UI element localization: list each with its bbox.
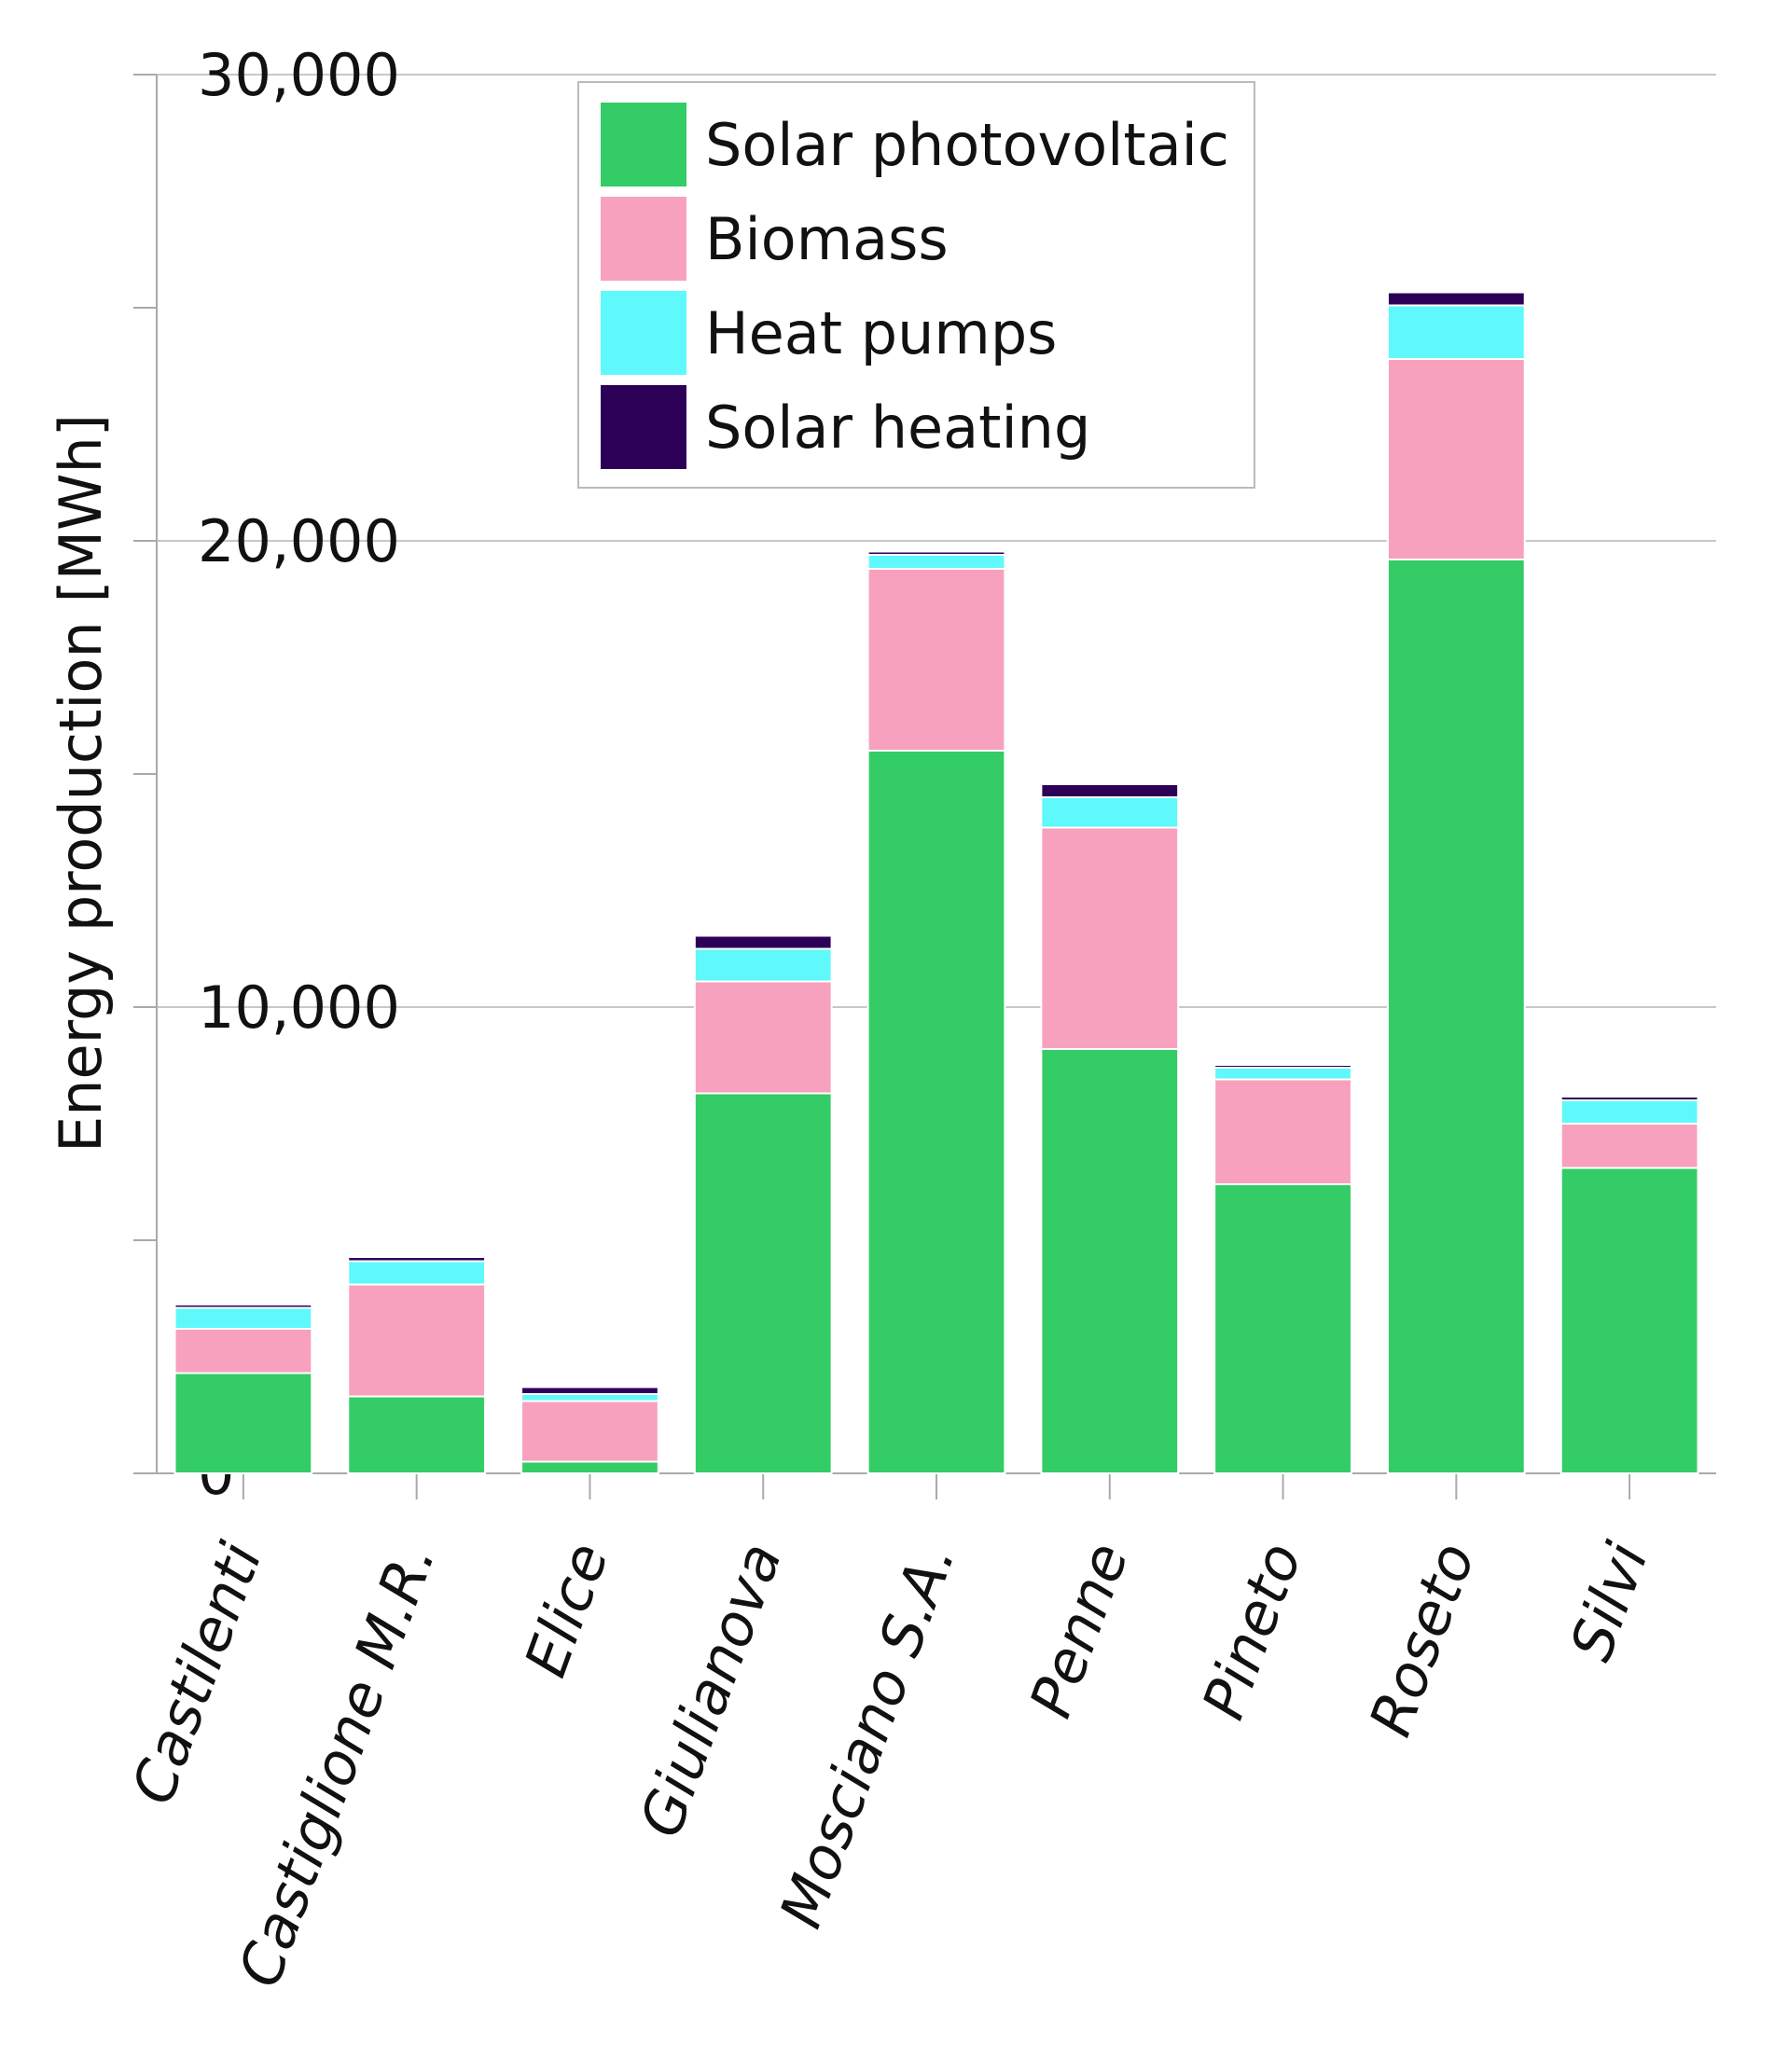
bar-segment	[347, 1256, 487, 1263]
legend-swatch	[601, 103, 686, 186]
bar-segment	[520, 1460, 659, 1474]
bar-segment	[347, 1395, 487, 1474]
bar-segment	[520, 1386, 659, 1395]
legend-swatch	[601, 197, 686, 281]
y-tick-label: 30,000	[198, 41, 400, 109]
bar-segment	[173, 1328, 313, 1374]
legend-label: Heat pumps	[705, 299, 1057, 367]
bar-segment	[1559, 1167, 1699, 1474]
bar-segment	[1040, 826, 1180, 1050]
bar-segment	[347, 1283, 487, 1398]
x-tick-label: Pineto	[1189, 1534, 1315, 1728]
y-axis-title: Energy production [MWh]	[47, 414, 115, 1153]
bar-segment	[866, 750, 1006, 1474]
bar-segment	[1213, 1183, 1352, 1474]
bar-segment	[173, 1306, 313, 1330]
legend-box	[577, 81, 1255, 489]
x-tick-label: Castilenti	[118, 1534, 275, 1813]
bar-segment	[1386, 291, 1526, 307]
x-tick-label: Mosciano S.A.	[767, 1534, 968, 1936]
bar-segment	[693, 934, 833, 950]
bar-segment	[693, 947, 833, 983]
y-tick-label: 20,000	[198, 507, 400, 575]
bar-segment	[693, 1092, 833, 1474]
legend: Solar photovoltaic Biomass Heat pumps Solar…	[577, 81, 1255, 489]
x-tick-label: Penne	[1017, 1534, 1142, 1726]
bar-segment	[1040, 1048, 1180, 1474]
bar-segment	[1213, 1064, 1352, 1069]
bar-segment	[1040, 796, 1180, 829]
bar-segment	[1386, 304, 1526, 360]
x-tick-label: Giulianova	[626, 1534, 795, 1845]
bar-segment	[1559, 1096, 1699, 1101]
bar-segment	[520, 1400, 659, 1463]
bar-segment	[1559, 1123, 1699, 1169]
bar-segment	[1213, 1078, 1352, 1185]
y-tick-label: 10,000	[198, 974, 400, 1042]
x-tick-label: Roseto	[1356, 1534, 1489, 1745]
x-tick-label: Elice	[511, 1534, 621, 1685]
bar-segment	[693, 980, 833, 1095]
legend-label: Solar heating	[705, 394, 1090, 462]
bar-segment	[866, 550, 1006, 556]
bar-segment	[1559, 1099, 1699, 1125]
bar-segment	[347, 1260, 487, 1286]
legend-label: Biomass	[705, 205, 949, 273]
bar-segment	[173, 1304, 313, 1309]
legend-swatch	[601, 385, 686, 469]
legend-swatch	[601, 291, 686, 375]
x-tick-label: Castiglione M.R.	[225, 1534, 449, 1996]
bar-segment	[866, 554, 1006, 570]
bar-segment	[1213, 1067, 1352, 1081]
bar-segment	[866, 568, 1006, 752]
bar-segment	[173, 1372, 313, 1474]
bar-segment	[1040, 783, 1180, 798]
bar-stacks	[173, 291, 1699, 1474]
bar-segment	[1386, 559, 1526, 1474]
legend-label: Solar photovoltaic	[705, 111, 1229, 179]
bar-segment	[520, 1393, 659, 1402]
x-tick-label: Silvi	[1557, 1534, 1661, 1669]
bar-segment	[1386, 358, 1526, 560]
